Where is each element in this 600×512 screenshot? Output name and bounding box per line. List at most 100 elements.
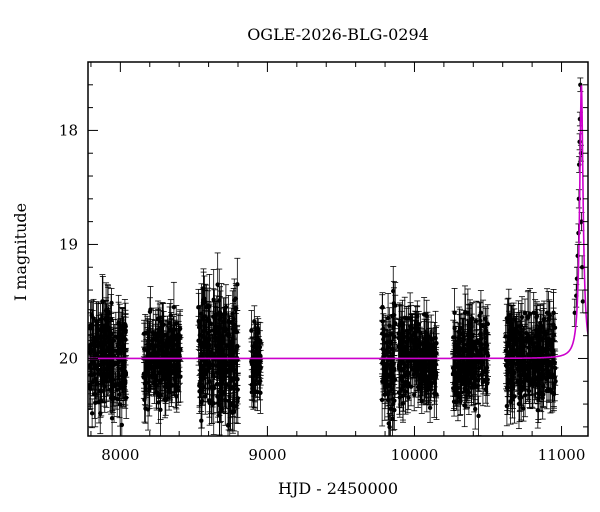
- data-point: [109, 300, 114, 306]
- data-point: [142, 397, 147, 402]
- data-point: [426, 381, 432, 386]
- data-point: [457, 395, 463, 400]
- data-point: [88, 386, 93, 392]
- data-point: [402, 315, 407, 321]
- data-point: [98, 368, 103, 373]
- data-point: [390, 401, 396, 407]
- data-point: [409, 325, 414, 331]
- data-point: [427, 405, 433, 411]
- data-point: [94, 351, 100, 357]
- data-point: [151, 370, 156, 375]
- data-point: [485, 321, 491, 327]
- data-point: [482, 346, 488, 351]
- data-point: [421, 312, 427, 317]
- data-point: [109, 370, 115, 376]
- data-point: [256, 330, 261, 335]
- data-point: [178, 347, 183, 352]
- data-point: [215, 394, 220, 399]
- data-point: [145, 362, 150, 368]
- data-point: [95, 343, 101, 349]
- data-point: [380, 358, 386, 364]
- data-point: [94, 319, 99, 324]
- data-point: [249, 328, 254, 333]
- data-point: [476, 413, 481, 419]
- data-point: [387, 424, 392, 430]
- data-point: [379, 397, 385, 403]
- data-point: [124, 395, 129, 401]
- data-point: [467, 328, 472, 333]
- data-point: [391, 367, 397, 373]
- data-point: [152, 364, 157, 369]
- data-point: [88, 323, 93, 328]
- data-point: [204, 305, 209, 310]
- data-point: [258, 359, 263, 364]
- data-point: [155, 316, 161, 322]
- data-point: [175, 342, 180, 347]
- data-point: [222, 311, 228, 316]
- data-point: [231, 386, 237, 392]
- data-point: [208, 384, 214, 390]
- data-point: [98, 411, 103, 416]
- data-point: [388, 406, 393, 412]
- data-point: [427, 359, 433, 364]
- data-point: [432, 374, 438, 379]
- data-point: [423, 370, 428, 376]
- data-point: [227, 349, 232, 354]
- data-point: [116, 321, 121, 326]
- data-point: [217, 397, 222, 403]
- data-point: [409, 351, 415, 357]
- data-point: [163, 332, 169, 338]
- data-point: [230, 311, 235, 316]
- data-point: [405, 384, 411, 389]
- data-point: [412, 329, 418, 335]
- data-point: [482, 316, 488, 322]
- data-point: [406, 330, 411, 336]
- data-point: [156, 393, 162, 399]
- data-point: [121, 335, 126, 340]
- data-point: [232, 382, 238, 387]
- data-point: [203, 344, 209, 350]
- data-point: [428, 336, 434, 341]
- data-point: [89, 411, 95, 416]
- data-point: [380, 305, 385, 310]
- data-point: [425, 332, 430, 337]
- data-point: [89, 361, 95, 366]
- data-point: [235, 282, 240, 287]
- data-point: [104, 316, 109, 321]
- data-point: [171, 304, 177, 310]
- data-point: [400, 338, 405, 343]
- data-point: [161, 367, 167, 373]
- data-point: [433, 341, 439, 346]
- data-point: [152, 378, 158, 384]
- data-point: [92, 391, 97, 397]
- data-point: [232, 329, 237, 334]
- data-point: [123, 372, 129, 378]
- data-point: [117, 392, 122, 397]
- data-point: [88, 346, 93, 351]
- data-point: [156, 339, 161, 345]
- data-point: [391, 288, 396, 294]
- data-point: [198, 342, 204, 347]
- data-point: [397, 390, 402, 395]
- data-point: [162, 396, 168, 401]
- data-point: [403, 352, 409, 358]
- data-point: [143, 406, 148, 411]
- data-point: [174, 394, 179, 399]
- data-point: [387, 323, 392, 328]
- data-point: [255, 336, 260, 341]
- data-point: [169, 351, 174, 356]
- data-point: [221, 338, 226, 343]
- data-point: [142, 381, 148, 386]
- data-point: [199, 311, 204, 316]
- data-group: [88, 77, 588, 436]
- data-point: [391, 325, 396, 330]
- data-point: [199, 418, 204, 423]
- data-point: [196, 338, 201, 343]
- data-point: [257, 378, 263, 383]
- data-point: [154, 390, 159, 395]
- data-point: [102, 384, 107, 389]
- data-point: [480, 323, 486, 328]
- data-point: [213, 335, 218, 341]
- data-point: [393, 321, 398, 326]
